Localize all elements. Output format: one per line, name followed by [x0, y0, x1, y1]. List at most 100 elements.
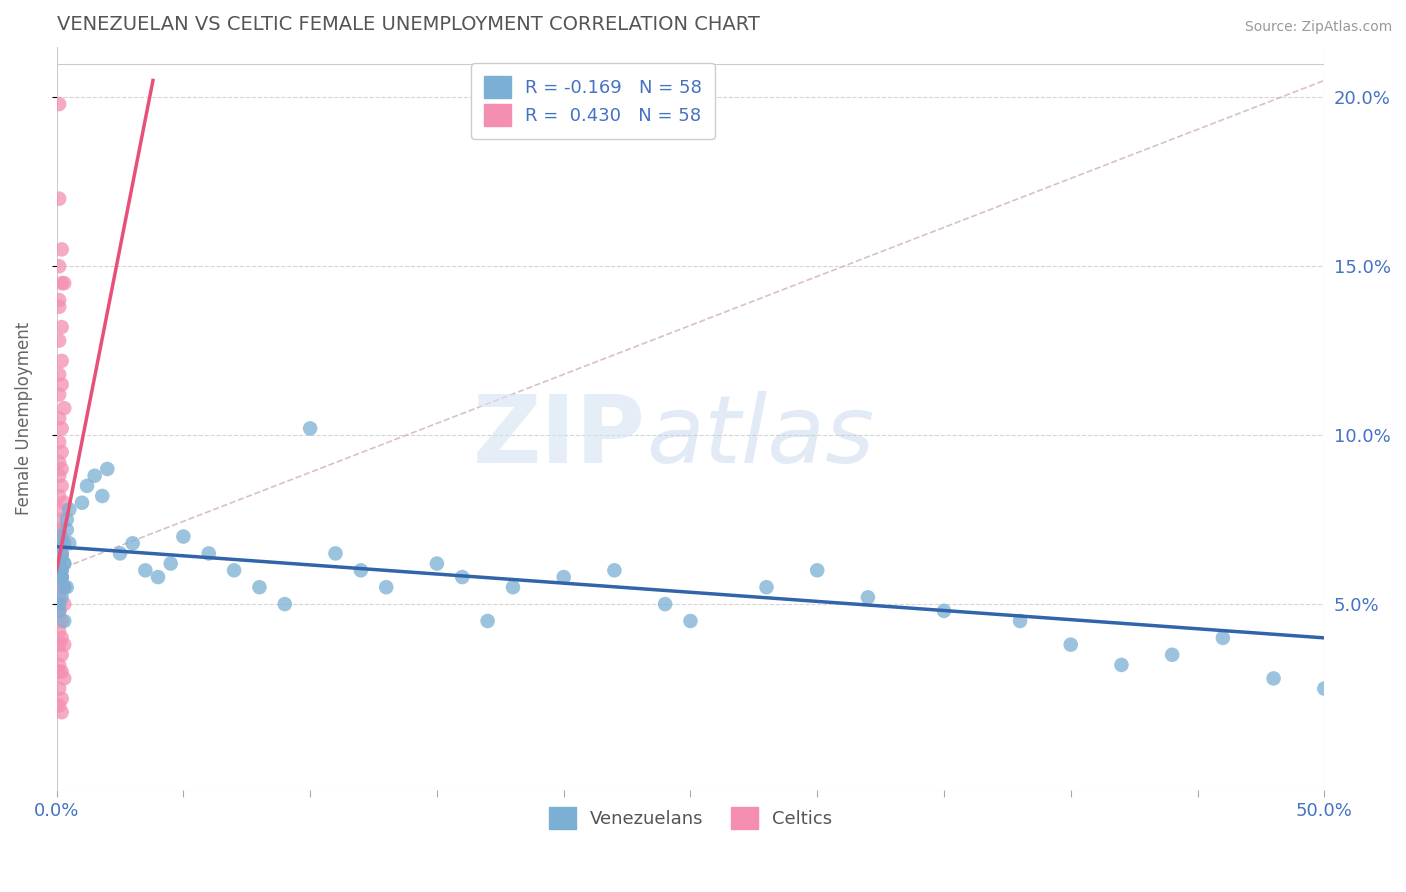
Point: [48, 411, 70, 425]
Text: VENEZUELAN VS CELTIC FEMALE UNEMPLOYMENT CORRELATION CHART: VENEZUELAN VS CELTIC FEMALE UNEMPLOYMENT…: [56, 15, 759, 34]
Point: [48, 523, 70, 537]
Point: [55, 513, 77, 527]
Point: [51, 377, 73, 392]
Point: [48, 468, 70, 483]
Point: [53, 580, 76, 594]
Point: [51, 276, 73, 290]
Point: [755, 580, 778, 594]
Point: [426, 557, 449, 571]
Point: [654, 597, 676, 611]
Point: [48, 604, 70, 618]
Point: [51, 570, 73, 584]
Point: [51, 570, 73, 584]
Point: [48, 570, 70, 584]
Point: [48, 604, 70, 618]
Point: [1008, 614, 1031, 628]
Point: [48, 557, 70, 571]
Point: [53, 557, 76, 571]
Point: [134, 563, 156, 577]
Point: [58, 536, 80, 550]
Point: [51, 536, 73, 550]
Point: [48, 553, 70, 567]
Point: [51, 614, 73, 628]
Point: [53, 638, 76, 652]
Point: [51, 631, 73, 645]
Point: [51, 462, 73, 476]
Point: [51, 570, 73, 584]
Point: [53, 496, 76, 510]
Text: ZIP: ZIP: [474, 391, 647, 483]
Point: [51, 691, 73, 706]
Point: [197, 546, 219, 560]
Point: [48, 681, 70, 696]
Point: [53, 536, 76, 550]
Point: [48, 591, 70, 605]
Point: [53, 557, 76, 571]
Point: [146, 570, 169, 584]
Point: [48, 455, 70, 469]
Point: [932, 604, 955, 618]
Point: [53, 580, 76, 594]
Point: [48, 657, 70, 672]
Point: [48, 489, 70, 503]
Point: [48, 638, 70, 652]
Point: [502, 580, 524, 594]
Point: [108, 546, 131, 560]
Point: [96, 462, 118, 476]
Point: [121, 536, 143, 550]
Point: [274, 597, 297, 611]
Point: [856, 591, 879, 605]
Point: [51, 591, 73, 605]
Text: atlas: atlas: [647, 392, 875, 483]
Point: [53, 597, 76, 611]
Point: [48, 563, 70, 577]
Point: [1111, 657, 1133, 672]
Point: [48, 529, 70, 543]
Point: [48, 97, 70, 112]
Point: [53, 614, 76, 628]
Point: [48, 523, 70, 537]
Point: [51, 479, 73, 493]
Point: [51, 546, 73, 560]
Point: [451, 570, 474, 584]
Point: [603, 563, 626, 577]
Point: [172, 529, 194, 543]
Point: [70, 496, 93, 510]
Point: [51, 563, 73, 577]
Point: [806, 563, 828, 577]
Text: Source: ZipAtlas.com: Source: ZipAtlas.com: [1244, 20, 1392, 34]
Point: [53, 401, 76, 416]
Point: [299, 421, 322, 435]
Point: [48, 502, 70, 516]
Point: [159, 557, 181, 571]
Point: [48, 334, 70, 348]
Point: [1060, 638, 1083, 652]
Point: [48, 624, 70, 639]
Point: [48, 260, 70, 274]
Point: [1263, 672, 1285, 686]
Point: [51, 549, 73, 564]
Point: [91, 489, 114, 503]
Point: [553, 570, 575, 584]
Point: [51, 445, 73, 459]
Point: [679, 614, 702, 628]
Point: [51, 580, 73, 594]
Point: [53, 672, 76, 686]
Point: [51, 563, 73, 577]
Point: [51, 546, 73, 560]
Point: [48, 597, 70, 611]
Point: [48, 192, 70, 206]
Point: [249, 580, 271, 594]
Point: [1313, 681, 1336, 696]
Point: [477, 614, 499, 628]
Point: [76, 479, 98, 493]
Point: [48, 387, 70, 401]
Y-axis label: Female Unemployment: Female Unemployment: [15, 322, 32, 515]
Point: [83, 468, 105, 483]
Point: [48, 293, 70, 307]
Point: [375, 580, 398, 594]
Point: [51, 513, 73, 527]
Point: [51, 320, 73, 334]
Point: [51, 354, 73, 368]
Point: [51, 529, 73, 543]
